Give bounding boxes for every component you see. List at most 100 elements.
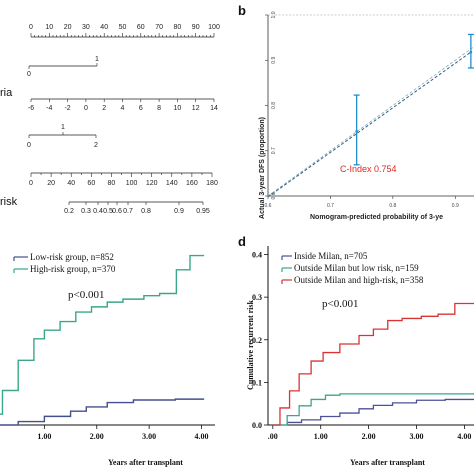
- calibration-y-tick-label: 1.0: [271, 11, 277, 18]
- calibration-x-tick-label: 0.7: [327, 203, 334, 209]
- panel-d-cumulative-risk: d Cumulative recurrent risk Years after …: [238, 234, 474, 467]
- calibration-y-tick-label: 0.6: [271, 192, 277, 199]
- calibration-y-tick-label: 0.8: [271, 102, 277, 109]
- points-axis-tick-label: 50: [119, 24, 127, 31]
- outside-milan-high-risk-curve: [272, 302, 474, 426]
- calibration-observed-line: [267, 51, 472, 198]
- panel-c-x-tick-label: 3.00: [142, 432, 156, 441]
- panel-c-km-curve: Years after transplant p<0.001 1.00 2.00 3…: [0, 252, 215, 467]
- score-axis-tick-label: 14: [210, 105, 218, 112]
- points-axis-tick-label: 20: [64, 24, 72, 31]
- grade-axis-tick-label: 1: [61, 124, 65, 131]
- points-axis-tick-label: 100: [208, 24, 220, 31]
- panel-d-y-tick-label: 0.4: [252, 251, 262, 260]
- grade-axis-tick-label: 2: [94, 142, 98, 149]
- panel-d-y-tick-label: 0.0: [252, 421, 262, 430]
- inside-milan-curve: [272, 398, 474, 426]
- grade-axis-tick-label: 0: [27, 142, 31, 149]
- panel-d-letter: d: [238, 234, 246, 249]
- points-axis-tick-label: 0: [29, 24, 33, 31]
- nomogram-row-label-criteria: ria: [0, 87, 13, 99]
- panel-d-x-tick-label: 2.00: [362, 432, 376, 441]
- high-risk-curve: [0, 254, 205, 415]
- risk-axis-tick-label: 0.95: [196, 208, 210, 215]
- panel-d-y-tick-label: 0.2: [252, 336, 262, 345]
- points-axis-tick-label: 60: [137, 24, 145, 31]
- score-axis-tick-label: -6: [28, 105, 34, 112]
- points-axis-tick-label: 30: [82, 24, 90, 31]
- calibration-x-axis-label: Nomogram-predicted probability of 3-ye: [310, 214, 443, 221]
- total-points-tick-label: 40: [67, 180, 75, 187]
- panel-d-y-tick-label: 0.1: [252, 378, 262, 387]
- score-axis-tick-label: 2: [102, 105, 106, 112]
- total-points-tick-label: 60: [87, 180, 95, 187]
- panel-c-x-axis-label: Years after transplant: [108, 458, 183, 467]
- panel-c-legend-label: High-risk group, n=370: [30, 264, 116, 274]
- risk-axis-tick-label: 0.7: [123, 208, 133, 215]
- panel-d-legend-label: Inside Milan, n=705: [294, 251, 368, 261]
- c-index-annotation: C-Index 0.754: [340, 164, 397, 174]
- panel-d-y-axis-label: Cumulative recurrent risk: [246, 299, 255, 389]
- points-axis-tick-label: 40: [100, 24, 108, 31]
- score-axis-tick-label: 8: [157, 105, 161, 112]
- panel-b-calibration: b Actual 3-year DFS (proportion) Nomogra…: [238, 3, 474, 221]
- calibration-point: [355, 129, 358, 133]
- score-axis-tick-label: 10: [174, 105, 182, 112]
- total-points-tick-label: 100: [126, 180, 138, 187]
- panel-c-p-value: p<0.001: [68, 289, 104, 301]
- low-risk-curve: [0, 398, 205, 426]
- risk-axis-tick-label: 0.8: [141, 208, 151, 215]
- total-points-tick-label: 20: [47, 180, 55, 187]
- panel-d-y-tick-label: 0.3: [252, 293, 262, 302]
- points-axis-tick-label: 70: [155, 24, 163, 31]
- risk-axis-tick-label: 0.4: [93, 208, 103, 215]
- panel-d-x-axis-label: Years after transplant: [350, 458, 425, 467]
- calibration-y-tick-label: 0.7: [271, 147, 277, 154]
- score-axis-tick-label: 6: [139, 105, 143, 112]
- risk-axis-tick-label: 0.6: [112, 208, 122, 215]
- total-points-tick-label: 80: [108, 180, 116, 187]
- total-points-tick-label: 160: [186, 180, 198, 187]
- calibration-x-tick-label: 0.8: [389, 203, 396, 209]
- score-axis-tick-label: 0: [84, 105, 88, 112]
- outside-milan-low-risk-curve: [272, 393, 474, 426]
- panel-d-p-value: p<0.001: [322, 298, 358, 310]
- points-axis-tick-label: 80: [174, 24, 182, 31]
- risk-axis-tick-label: 0.9: [174, 208, 184, 215]
- panel-d-x-tick-label: 3.00: [410, 432, 424, 441]
- points-axis-tick-label: 90: [192, 24, 200, 31]
- calibration-x-tick-label: 0.6: [265, 203, 272, 209]
- criteria-axis-tick-label: 1: [95, 56, 99, 63]
- panel-d-x-tick-label: .00: [268, 432, 278, 441]
- calibration-ideal-line: [267, 46, 474, 197]
- panel-d-x-tick-label: 1.00: [314, 432, 328, 441]
- calibration-y-tick-label: 0.9: [271, 57, 277, 64]
- panel-c-legend-label: Low-risk group, n=852: [30, 252, 114, 262]
- risk-axis-tick-label: 0.5: [103, 208, 113, 215]
- score-axis-tick-label: -4: [46, 105, 52, 112]
- score-axis-tick-label: 12: [192, 105, 200, 112]
- panel-d-legend-label: Outside Milan and high-risk, n=358: [294, 275, 424, 285]
- panel-c-x-tick-label: 4.00: [195, 432, 209, 441]
- total-points-tick-label: 0: [29, 180, 33, 187]
- score-axis-tick-label: -2: [64, 105, 70, 112]
- panel-d-x-tick-label: 4.00: [457, 432, 471, 441]
- score-axis-tick-label: 4: [121, 105, 125, 112]
- panel-d-legend-label: Outside Milan but low risk, n=159: [294, 263, 419, 273]
- risk-axis-tick-label: 0.2: [64, 208, 74, 215]
- points-axis-tick-label: 10: [45, 24, 53, 31]
- total-points-tick-label: 120: [146, 180, 158, 187]
- panel-c-x-tick-label: 1.00: [37, 432, 51, 441]
- panel-b-letter: b: [238, 3, 246, 18]
- risk-axis-tick-label: 0.3: [81, 208, 91, 215]
- calibration-y-axis-label: Actual 3-year DFS (proportion): [259, 117, 266, 219]
- nomogram-row-label-risk: risk: [0, 196, 18, 208]
- total-points-tick-label: 180: [206, 180, 218, 187]
- criteria-axis-tick-label: 0: [27, 71, 31, 78]
- panel-c-x-tick-label: 2.00: [90, 432, 104, 441]
- total-points-tick-label: 140: [166, 180, 178, 187]
- calibration-point: [469, 50, 473, 54]
- calibration-x-tick-label: 0.9: [452, 203, 459, 209]
